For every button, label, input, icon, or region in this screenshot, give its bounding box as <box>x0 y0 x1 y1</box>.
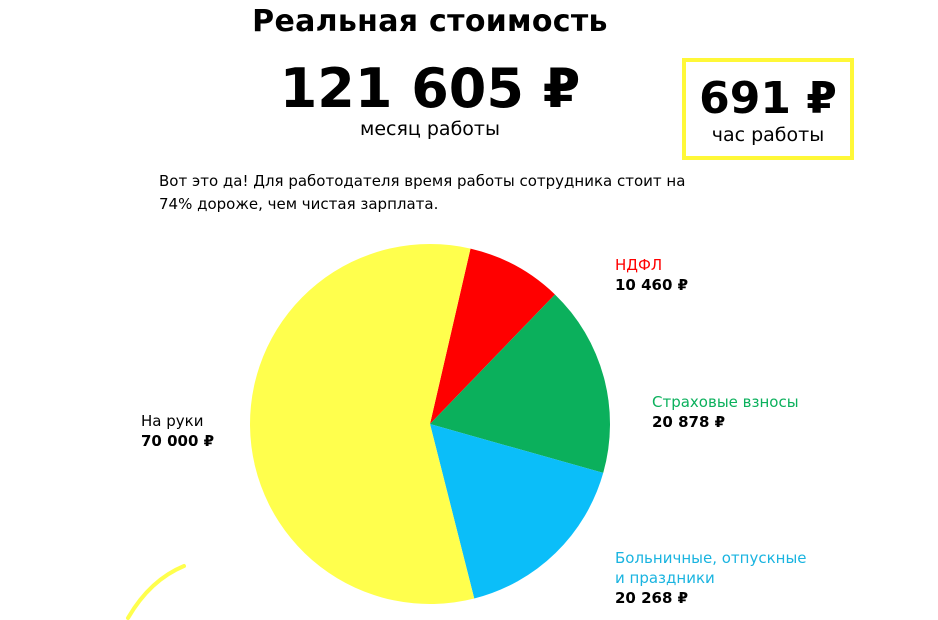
hourly-cost-box: 691 ₽ час работы <box>682 58 854 160</box>
pie-slice-vacation <box>430 424 604 599</box>
pie-slice-ndfl <box>430 248 555 424</box>
legend-insurance-amount: 20 878 ₽ <box>652 413 726 431</box>
pie-slice-insurance <box>430 294 610 473</box>
legend-ndfl-label: НДФЛ <box>615 256 663 274</box>
legend-vacation-label: Больничные, отпускные и праздники <box>615 549 807 587</box>
legend-vacation-amount: 20 268 ₽ <box>615 589 689 607</box>
legend-insurance-label: Страховые взносы <box>652 393 799 411</box>
legend-vacation: Больничные, отпускные и праздники 20 268… <box>615 548 815 608</box>
legend-net: На руки 70 000 ₽ <box>141 411 214 451</box>
legend-net-label: На руки <box>141 412 204 430</box>
monthly-amount: 121 605 ₽ <box>279 57 581 120</box>
legend-ndfl: НДФЛ 10 460 ₽ <box>615 255 688 295</box>
legend-net-amount: 70 000 ₽ <box>141 432 215 450</box>
monthly-caption: месяц работы <box>360 118 500 140</box>
legend-ndfl-amount: 10 460 ₽ <box>615 276 689 294</box>
decorative-arc <box>126 564 186 620</box>
pie-slices <box>250 243 610 604</box>
monthly-cost: 121 605 ₽ месяц работы <box>230 57 630 141</box>
summary-note: Вот это да! Для работодателя время работ… <box>159 172 686 213</box>
pie-slice-net <box>250 243 475 604</box>
hourly-amount: 691 ₽ <box>699 73 837 124</box>
legend-insurance: Страховые взносы 20 878 ₽ <box>652 392 799 432</box>
page-title: Реальная стоимость <box>252 4 608 39</box>
hourly-caption: час работы <box>711 124 825 146</box>
